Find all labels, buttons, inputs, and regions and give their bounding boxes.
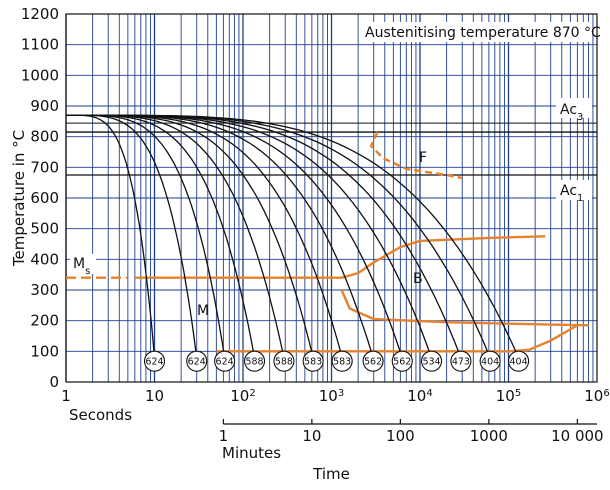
ac3-label-bg bbox=[556, 98, 592, 118]
hardness-value: 562 bbox=[393, 357, 411, 368]
hardness-circle bbox=[391, 350, 413, 372]
y-tick-label: 800 bbox=[30, 128, 59, 146]
y-tick-label: 300 bbox=[30, 281, 59, 299]
hardness-value: 583 bbox=[304, 357, 322, 368]
y-tick-label: 100 bbox=[30, 342, 59, 360]
ac1-label: Ac1 bbox=[560, 183, 583, 204]
hardness-value: 534 bbox=[422, 357, 440, 368]
hardness-value: 404 bbox=[481, 357, 499, 368]
phase-boundary-bainite-finish bbox=[340, 289, 589, 327]
phase-boundary-ferrite-start bbox=[369, 131, 463, 180]
minutes-tick-label: 10 000 bbox=[551, 427, 604, 445]
x-axis-title: Time bbox=[312, 465, 350, 483]
hardness-circle bbox=[508, 350, 530, 372]
minutes-tick-label: 1000 bbox=[470, 427, 508, 445]
cooling-curve bbox=[66, 114, 198, 358]
minutes-tick-label: 1 bbox=[219, 427, 229, 445]
hardness-circle bbox=[450, 350, 472, 372]
martensite-label: M bbox=[197, 303, 209, 319]
y-tick-label: 700 bbox=[30, 158, 59, 176]
hardness-circle bbox=[420, 350, 443, 372]
hardness-value: 583 bbox=[333, 357, 351, 368]
austenitising-label: Austenitising temperature 870 °C bbox=[365, 25, 601, 41]
cooling-curve bbox=[66, 114, 285, 358]
cooling-curve bbox=[66, 114, 256, 358]
y-tick-label: 900 bbox=[30, 97, 59, 115]
seconds-axis-label: Seconds bbox=[69, 406, 132, 424]
seconds-tick-label: 105 bbox=[496, 387, 521, 405]
hardness-value: 588 bbox=[245, 357, 263, 368]
phase-boundary-martensite-finish bbox=[216, 324, 578, 353]
bainite-label: B bbox=[413, 271, 423, 287]
hardness-value: 588 bbox=[275, 357, 293, 368]
hardness-value: 624 bbox=[145, 357, 163, 368]
austenitising-label-bg bbox=[360, 22, 592, 42]
ms-label-bg bbox=[70, 254, 96, 274]
hardness-circle bbox=[186, 350, 208, 372]
y-tick-label: 600 bbox=[30, 189, 59, 207]
cooling-curve bbox=[66, 114, 226, 358]
hardness-circle bbox=[331, 350, 353, 372]
hardness-value: 404 bbox=[510, 357, 528, 368]
y-tick-label: 1100 bbox=[21, 36, 59, 54]
hardness-circle bbox=[362, 350, 384, 372]
hardness-circle bbox=[273, 350, 295, 372]
ac3-label: Ac3 bbox=[560, 102, 583, 123]
y-tick-label: 400 bbox=[30, 250, 59, 268]
hardness-circle bbox=[479, 350, 501, 372]
hardness-circle bbox=[302, 350, 324, 372]
ferrite-label: F bbox=[419, 150, 427, 166]
y-tick-label: 1200 bbox=[21, 5, 59, 23]
y-axis-title: Temperature in °C bbox=[10, 130, 28, 267]
seconds-tick-label: 106 bbox=[584, 387, 609, 405]
seconds-tick-label: 102 bbox=[230, 387, 255, 405]
y-tick-label: 1000 bbox=[21, 66, 59, 84]
hardness-circle bbox=[243, 350, 266, 372]
seconds-tick-label: 10 bbox=[145, 387, 164, 405]
phase-boundary-bainite-start-lower bbox=[134, 235, 546, 279]
hardness-value: 624 bbox=[188, 357, 206, 368]
hardness-circle bbox=[214, 350, 236, 372]
ac1-label-bg bbox=[556, 180, 592, 200]
seconds-tick-label: 103 bbox=[319, 387, 344, 405]
minutes-tick-label: 100 bbox=[386, 427, 415, 445]
minutes-axis-label: Minutes bbox=[222, 444, 281, 462]
y-tick-label: 200 bbox=[30, 312, 59, 330]
hardness-value: 473 bbox=[452, 357, 470, 368]
ms-label: Ms bbox=[73, 256, 90, 277]
minutes-tick-label: 10 bbox=[302, 427, 321, 445]
hardness-value: 624 bbox=[216, 357, 234, 368]
plot-frame bbox=[65, 13, 598, 383]
y-tick-label: 500 bbox=[30, 220, 59, 238]
hardness-circle bbox=[143, 350, 166, 372]
y-tick-label: 0 bbox=[49, 373, 59, 391]
seconds-tick-label: 104 bbox=[407, 387, 432, 405]
hardness-value: 562 bbox=[364, 357, 382, 368]
seconds-tick-label: 1 bbox=[61, 387, 71, 405]
cooling-curve bbox=[66, 114, 520, 358]
